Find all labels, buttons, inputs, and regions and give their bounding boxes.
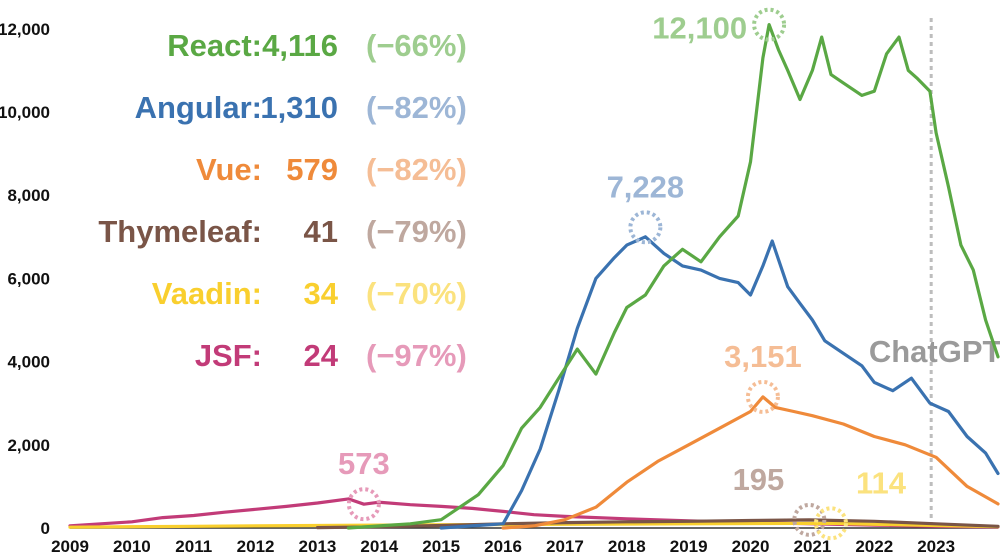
peak-marker <box>792 502 827 537</box>
legend-value: 24 <box>304 338 339 373</box>
y-tick-label: 12,000 <box>0 20 50 39</box>
peak-marker <box>752 7 787 42</box>
peak-label: 114 <box>856 465 907 500</box>
legend-value: 1,310 <box>260 90 338 125</box>
series-group <box>68 23 1000 530</box>
x-tick-label: 2013 <box>299 537 337 556</box>
x-tick-label: 2012 <box>237 537 275 556</box>
series-line-angular <box>439 235 1000 530</box>
legend-value: 579 <box>286 152 338 187</box>
chatgpt-label: ChatGPT <box>869 334 1000 369</box>
peak-label: 3,151 <box>724 339 802 374</box>
peak-marker <box>346 487 381 522</box>
legend: React: 4,116 (−66%) Angular:1,310 (−82%) Vue:… <box>98 28 466 373</box>
peak-marker <box>813 506 848 541</box>
x-tick-label: 2019 <box>670 537 708 556</box>
legend-change: (−82%) <box>366 152 467 187</box>
x-tick-label: 2011 <box>175 537 212 556</box>
y-tick-label: 6,000 <box>7 269 50 288</box>
legend-change: (−79%) <box>366 214 467 249</box>
x-tick-label: 2018 <box>608 537 646 556</box>
series-line-vue <box>501 395 1000 530</box>
peak-marker <box>745 379 780 414</box>
series-line-vaadin <box>68 521 1000 529</box>
x-tick-label: 2014 <box>360 537 398 556</box>
legend-name: Vaadin: <box>152 276 262 311</box>
legend-value: 41 <box>304 214 338 249</box>
legend-change: (−82%) <box>366 90 467 125</box>
peak-label: 195 <box>733 462 785 497</box>
x-tick-label: 2015 <box>422 537 460 556</box>
legend-name: React: <box>167 28 262 63</box>
legend-name: JSF: <box>195 338 262 373</box>
x-tick-label: 2020 <box>732 537 770 556</box>
x-tick-label: 2021 <box>793 537 831 556</box>
legend-value: 34 <box>304 276 339 311</box>
series-line-thymeleaf <box>315 518 1000 530</box>
legend-change: (−97%) <box>366 338 467 373</box>
peak-label: 573 <box>338 446 390 481</box>
y-tick-label: 8,000 <box>7 186 50 205</box>
y-tick-label: 4,000 <box>7 353 50 372</box>
legend-name: Vue: <box>196 152 262 187</box>
peak-label: 12,100 <box>652 11 747 46</box>
x-tick-label: 2016 <box>484 537 522 556</box>
x-tick-label: 2017 <box>546 537 584 556</box>
y-tick-label: 0 <box>41 519 50 538</box>
legend-name: Thymeleaf: <box>98 214 262 249</box>
legend-change: (−66%) <box>366 28 467 63</box>
x-tick-label: 2009 <box>51 537 89 556</box>
legend-value: 4,116 <box>262 28 338 63</box>
y-tick-label: 2,000 <box>7 436 50 455</box>
series-line-react <box>346 23 1000 530</box>
event-marker: ChatGPT <box>869 18 1000 528</box>
legend-change: (−70%) <box>366 276 467 311</box>
legend-name: Angular: <box>135 90 262 125</box>
peak-label: 7,228 <box>607 169 685 204</box>
x-tick-label: 2022 <box>855 537 893 556</box>
y-tick-label: 10,000 <box>0 103 50 122</box>
x-tick-label: 2023 <box>917 537 955 556</box>
x-tick-label: 2010 <box>113 537 151 556</box>
peak-annotations: 12,100 7,228 3,151 573 195 114 <box>338 7 907 541</box>
axes: 0 2,000 4,000 6,000 8,000 10,000 12,000 2009 201… <box>0 20 998 556</box>
peak-marker <box>628 210 663 245</box>
